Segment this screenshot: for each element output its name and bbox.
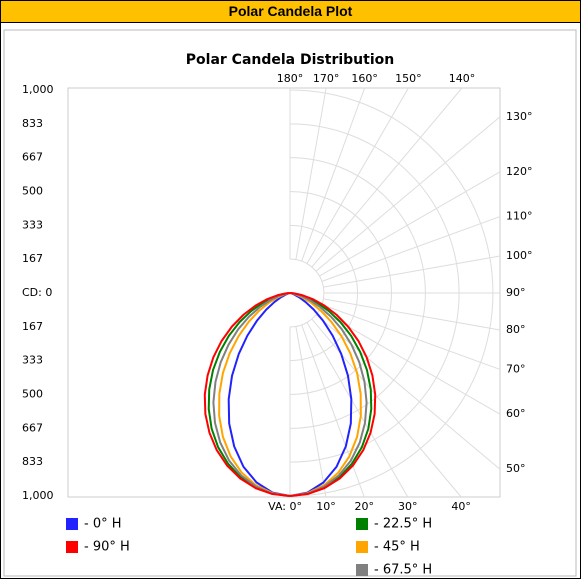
angle-tick-label: 130° <box>506 110 533 123</box>
angle-tick-label: VA: 0° <box>268 500 302 513</box>
grid-spoke <box>315 314 501 470</box>
r-tick-label: 833 <box>22 455 43 468</box>
angle-tick-label: 100° <box>506 249 533 262</box>
grid-spoke <box>306 87 409 264</box>
series-curve <box>203 292 291 497</box>
r-tick-label: 167 <box>22 252 43 265</box>
r-tick-label: 1,000 <box>22 489 54 502</box>
angle-tick-label: 30° <box>398 500 418 513</box>
legend-swatch <box>356 541 368 553</box>
r-tick-label: 833 <box>22 117 43 130</box>
angle-tick-label: 120° <box>506 165 533 178</box>
angle-tick-label: 140° <box>449 72 476 85</box>
grid-spoke <box>301 87 366 262</box>
legend-swatch <box>356 518 368 530</box>
grid-spoke <box>319 171 501 277</box>
legend-label: - 67.5° H <box>374 563 432 578</box>
angle-tick-label: 110° <box>506 210 533 223</box>
angle-tick-label: 60° <box>506 407 526 420</box>
angle-tick-label: 40° <box>451 500 471 513</box>
series-curve <box>289 292 377 497</box>
grid-spoke <box>295 326 327 498</box>
angle-tick-label: 150° <box>395 72 422 85</box>
angle-tick-label: 10° <box>316 500 336 513</box>
angle-tick-label: 160° <box>351 72 378 85</box>
grid-spoke <box>311 318 462 498</box>
r-tick-label: 500 <box>22 185 43 198</box>
legend-label: - 45° H <box>374 540 420 555</box>
angle-tick-label: 170° <box>313 72 340 85</box>
grid-spoke <box>323 255 501 288</box>
legend-swatch <box>66 541 78 553</box>
r-tick-label: CD: 0 <box>22 286 52 299</box>
chart-title: Polar Candela Distribution <box>186 52 394 68</box>
legend-label: - 90° H <box>84 540 130 555</box>
angle-tick-label: 180° <box>277 72 304 85</box>
angle-tick-label: 90° <box>506 286 526 299</box>
grid-spoke <box>321 216 501 282</box>
r-tick-label: 500 <box>22 388 43 401</box>
angle-tick-label: 50° <box>506 462 526 475</box>
legend-swatch <box>66 518 78 530</box>
grid-spoke <box>311 87 463 268</box>
legend-swatch <box>356 564 368 576</box>
angle-tick-label: 20° <box>354 500 374 513</box>
r-tick-label: 333 <box>22 218 43 231</box>
grid-spoke <box>301 324 365 498</box>
series-curve <box>289 292 368 497</box>
r-tick-label: 167 <box>22 320 43 333</box>
grid-spoke <box>323 298 501 331</box>
grid-spoke <box>295 87 327 260</box>
grid-spoke <box>315 116 501 272</box>
angle-tick-label: 70° <box>506 362 526 375</box>
grid-spoke <box>321 304 501 370</box>
r-tick-label: 667 <box>22 421 43 434</box>
series-curve <box>289 292 373 497</box>
legend-label: - 0° H <box>84 517 122 532</box>
chart-frame <box>3 29 577 577</box>
angle-tick-label: 80° <box>506 323 526 336</box>
r-tick-label: 1,000 <box>22 83 54 96</box>
header-title: Polar Candela Plot <box>0 0 581 23</box>
r-tick-label: 667 <box>22 151 43 164</box>
r-tick-label: 333 <box>22 354 43 367</box>
series-curve <box>212 292 291 497</box>
legend-label: - 22.5° H <box>374 517 432 532</box>
series-curve <box>207 292 291 497</box>
grid-spoke <box>306 322 409 498</box>
